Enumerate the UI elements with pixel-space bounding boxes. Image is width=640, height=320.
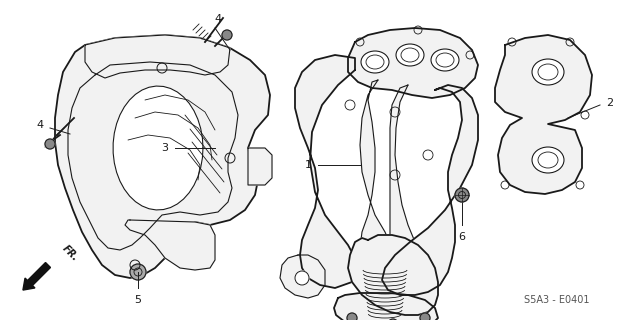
- Polygon shape: [113, 86, 203, 210]
- Polygon shape: [125, 220, 215, 270]
- Polygon shape: [55, 35, 270, 278]
- Polygon shape: [280, 255, 325, 298]
- Text: 5: 5: [134, 295, 141, 305]
- Polygon shape: [295, 55, 358, 288]
- Text: 2: 2: [606, 98, 613, 108]
- Polygon shape: [334, 293, 438, 320]
- Ellipse shape: [396, 44, 424, 66]
- Polygon shape: [495, 35, 592, 194]
- Circle shape: [222, 30, 232, 40]
- Polygon shape: [348, 235, 438, 315]
- Text: 4: 4: [214, 14, 221, 24]
- Circle shape: [295, 271, 309, 285]
- Polygon shape: [348, 28, 478, 98]
- Circle shape: [455, 188, 469, 202]
- Polygon shape: [382, 85, 478, 295]
- Text: 1: 1: [305, 160, 312, 170]
- Text: 3: 3: [161, 143, 168, 153]
- FancyArrow shape: [23, 262, 51, 290]
- Circle shape: [347, 313, 357, 320]
- Text: 4: 4: [37, 120, 44, 130]
- Ellipse shape: [532, 147, 564, 173]
- Ellipse shape: [431, 49, 459, 71]
- Ellipse shape: [532, 59, 564, 85]
- Circle shape: [420, 313, 430, 320]
- Circle shape: [388, 319, 398, 320]
- Polygon shape: [248, 148, 272, 185]
- Circle shape: [45, 139, 55, 149]
- Text: S5A3 - E0401: S5A3 - E0401: [525, 295, 590, 305]
- Text: FR.: FR.: [60, 243, 80, 263]
- Text: 6: 6: [458, 232, 465, 242]
- Polygon shape: [85, 35, 230, 78]
- Circle shape: [130, 264, 146, 280]
- Polygon shape: [360, 80, 400, 285]
- Ellipse shape: [361, 51, 389, 73]
- Polygon shape: [390, 85, 422, 282]
